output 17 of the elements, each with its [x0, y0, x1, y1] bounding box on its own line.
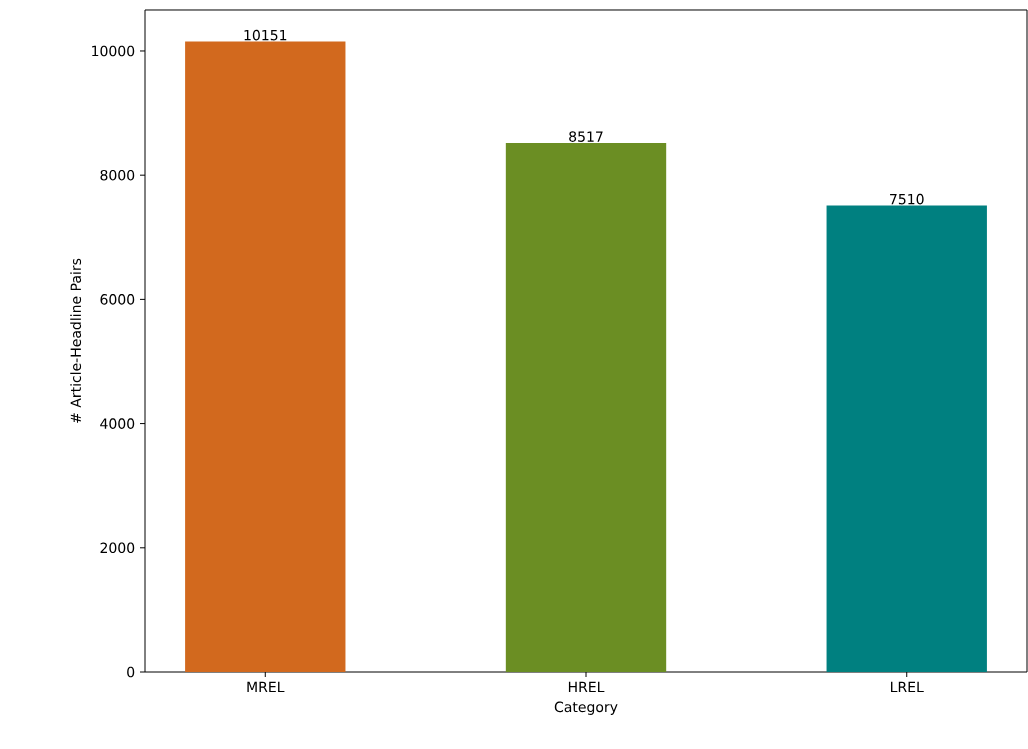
bar	[185, 41, 346, 672]
y-tick-label: 2000	[100, 542, 135, 554]
data-label: 8517	[569, 131, 603, 142]
bar	[826, 205, 987, 672]
data-label: 7510	[890, 193, 924, 205]
y-tick-label: 4000	[100, 418, 135, 429]
x-tick-label: LREL	[891, 681, 924, 693]
x-axis-title: Category	[554, 701, 618, 715]
y-tick-label: 10000	[92, 45, 135, 57]
x-tick-label: MREL	[247, 681, 285, 693]
y-tick-label: 8000	[100, 169, 135, 181]
bar	[505, 143, 667, 672]
x-tick-label: HREL	[568, 681, 605, 693]
y-axis-title: # Article-Headline Pairs	[70, 258, 82, 423]
data-label: 10151	[244, 29, 287, 41]
y-tick-label: 0	[127, 666, 135, 678]
y-tick-label: 6000	[100, 294, 135, 305]
